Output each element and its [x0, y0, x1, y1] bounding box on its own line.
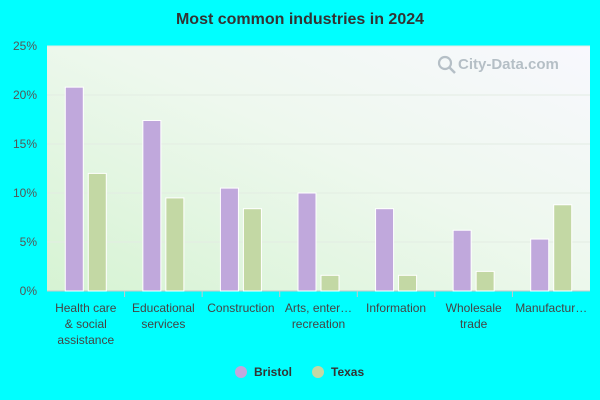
- x-tick-label: Construction: [207, 301, 274, 315]
- legend-swatch-bristol: [235, 366, 247, 378]
- x-tick-label: Arts, enter… recreation: [285, 301, 352, 331]
- legend-label-bristol: Bristol: [254, 365, 292, 379]
- bar-bristol: [530, 238, 550, 292]
- x-tick-label: Wholesale trade: [446, 301, 502, 331]
- bar-bristol: [219, 187, 239, 292]
- y-tick-label: 25%: [13, 39, 37, 53]
- y-tick-label: 5%: [20, 235, 38, 249]
- y-tick-label: 15%: [13, 137, 37, 151]
- grid-lines: [47, 45, 590, 243]
- x-tick-label: Information: [366, 301, 426, 315]
- bar-texas: [87, 172, 107, 292]
- chart-title: Most common industries in 2024: [176, 11, 424, 28]
- x-tick-label: Manufactur…: [515, 301, 587, 315]
- watermark: City-Data.com: [437, 55, 559, 74]
- search-icon: [437, 55, 456, 74]
- plot-area: [47, 46, 590, 291]
- bar-texas: [553, 204, 573, 292]
- legend-swatch-texas: [312, 366, 324, 378]
- bar-texas: [320, 274, 340, 292]
- legend-label-texas: Texas: [331, 365, 364, 379]
- x-tick-label: Health care & social assistance: [55, 301, 117, 347]
- x-axis: Health care & social assistance Educational…: [55, 291, 587, 347]
- bar-bristol: [375, 208, 395, 292]
- watermark-text: City-Data.com: [458, 56, 559, 73]
- y-axis: 0% 5% 10% 15% 20% 25%: [13, 39, 590, 298]
- bar-texas: [165, 197, 185, 292]
- bar-bristol: [64, 86, 84, 292]
- bar-bristol: [142, 119, 162, 292]
- y-tick-label: 10%: [13, 186, 37, 200]
- legend: Bristol Texas: [235, 365, 364, 379]
- x-tick-label: Educational services: [132, 301, 195, 331]
- bars: [64, 86, 573, 292]
- bar-texas: [475, 270, 495, 292]
- bar-texas: [242, 208, 262, 292]
- bar-bristol: [452, 229, 472, 292]
- y-tick-label: 20%: [13, 88, 37, 102]
- bar-texas: [398, 274, 418, 292]
- bar-bristol: [297, 192, 317, 292]
- y-tick-label: 0%: [20, 284, 38, 298]
